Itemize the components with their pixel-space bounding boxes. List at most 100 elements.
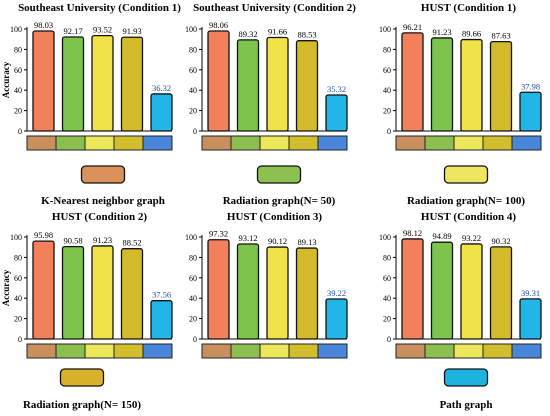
category-strip-cell: [113, 135, 144, 151]
bar: [489, 40, 513, 132]
y-tick-label: 60: [383, 274, 391, 283]
y-tick-label: 40: [383, 86, 391, 95]
chart-panel-3: HUST (Condition 1) 0 20 40 60 80 100 96.21 91.23…: [379, 2, 542, 151]
category-strip-cell: [201, 135, 232, 151]
y-tick-label: 0: [387, 127, 391, 136]
y-tick-label: 80: [14, 253, 22, 262]
y-axis-label: Accuracy: [1, 61, 11, 98]
bar-value-label: 98.06: [209, 20, 228, 30]
bar-value-label: 89.32: [238, 29, 257, 39]
category-strip-cell: [142, 135, 173, 151]
bar-value-label: 91.23: [93, 235, 112, 245]
bar-value-label: 93.22: [462, 233, 481, 243]
bar-value-label: 88.53: [297, 30, 316, 40]
legend-swatch: [443, 165, 489, 184]
y-tick-label: 40: [14, 294, 22, 303]
bar: [150, 300, 173, 340]
bar-value-label: 98.12: [403, 228, 422, 238]
bar: [295, 247, 319, 340]
bar-value-label: 93.12: [238, 233, 257, 243]
bar-value-label: 90.12: [268, 236, 287, 246]
bar-value-label: 93.52: [93, 25, 112, 35]
category-strip-cell: [84, 135, 115, 151]
y-tick-label: 80: [189, 45, 197, 54]
bar-value-label: 91.93: [122, 26, 141, 36]
bar: [207, 30, 230, 132]
y-tick-label: 80: [189, 253, 197, 262]
legend-label: Path graph: [440, 399, 493, 411]
bar-value-label: 96.21: [403, 22, 422, 32]
y-tick-label: 0: [193, 127, 197, 136]
category-strip-cell: [288, 135, 319, 151]
chart-panel-4: HUST (Condition 2) Accuracy 0 20 40 60 80 100 95…: [1, 211, 173, 359]
category-strip-cell: [511, 343, 542, 359]
bar-value-label: 37.56: [152, 290, 171, 300]
bar: [401, 32, 424, 132]
y-tick-label: 80: [383, 45, 391, 54]
legend-label: Radiation graph(N= 150): [23, 399, 141, 411]
chart-panel-5: HUST (Condition 3) 0 20 40 60 80 100 97.32 93.12…: [185, 211, 348, 359]
chart-title: HUST (Condition 3): [227, 211, 322, 223]
bar: [325, 94, 348, 132]
bar-value-label: 87.63: [491, 31, 510, 41]
chart-title: Southeast University (Condition 2): [193, 2, 356, 14]
bar: [519, 298, 542, 340]
y-tick-label: 40: [383, 294, 391, 303]
bar: [430, 37, 454, 132]
bar: [266, 246, 289, 340]
y-tick-label: 100: [10, 233, 22, 242]
chart-title: HUST (Condition 2): [52, 211, 147, 223]
bar-value-label: 97.32: [209, 229, 228, 239]
y-tick-label: 0: [387, 335, 391, 344]
bar: [430, 241, 454, 340]
y-tick-label: 0: [18, 127, 22, 136]
y-tick-label: 40: [14, 86, 22, 95]
bar-value-label: 36.32: [152, 83, 171, 93]
y-tick-label: 60: [189, 66, 197, 75]
category-strip-cell: [317, 135, 348, 151]
y-tick-label: 100: [379, 233, 391, 242]
bar: [401, 238, 424, 340]
chart-panel-6: HUST (Condition 4) 0 20 40 60 80 100 98.12 94.89…: [379, 211, 542, 359]
y-tick-label: 60: [14, 274, 22, 283]
bar: [325, 298, 348, 340]
y-tick-label: 60: [383, 66, 391, 75]
category-strip-cell: [453, 343, 484, 359]
bar: [460, 243, 483, 340]
y-tick-label: 20: [189, 315, 197, 324]
bar: [519, 91, 542, 132]
category-strip-cell: [511, 135, 542, 151]
y-tick-label: 100: [10, 25, 22, 34]
legend-label: K-Nearest neighbor graph: [41, 195, 165, 207]
bar: [150, 93, 173, 132]
y-tick-label: 20: [189, 107, 197, 116]
y-tick-label: 80: [383, 253, 391, 262]
chart-title: HUST (Condition 1): [421, 2, 516, 14]
category-strip-cell: [453, 135, 484, 151]
y-tick-label: 100: [185, 233, 197, 242]
chart-title: HUST (Condition 4): [421, 211, 516, 223]
category-strip-cell: [288, 343, 319, 359]
bar: [32, 240, 55, 340]
legend-swatch: [80, 165, 126, 184]
bar: [489, 246, 513, 340]
bar-value-label: 90.32: [491, 236, 510, 246]
chart-title: Southeast University (Condition 1): [18, 2, 181, 14]
category-strip-cell: [201, 343, 232, 359]
category-strip-cell: [259, 343, 290, 359]
legend: K-Nearest neighbor graph Radiation graph(…: [23, 165, 525, 411]
bar-value-label: 92.17: [63, 26, 82, 36]
bar-value-label: 95.98: [34, 230, 53, 240]
y-tick-label: 20: [383, 107, 391, 116]
bar: [32, 30, 55, 132]
bar: [266, 36, 289, 132]
bar: [460, 38, 483, 132]
y-tick-label: 100: [185, 25, 197, 34]
category-strip-cell: [113, 343, 144, 359]
legend-swatch: [256, 165, 302, 184]
category-strip-cell: [230, 135, 261, 151]
legend-label: Radiation graph(N= 50): [223, 195, 336, 207]
bar-value-label: 94.89: [432, 231, 451, 241]
bar-value-label: 39.22: [327, 288, 346, 298]
